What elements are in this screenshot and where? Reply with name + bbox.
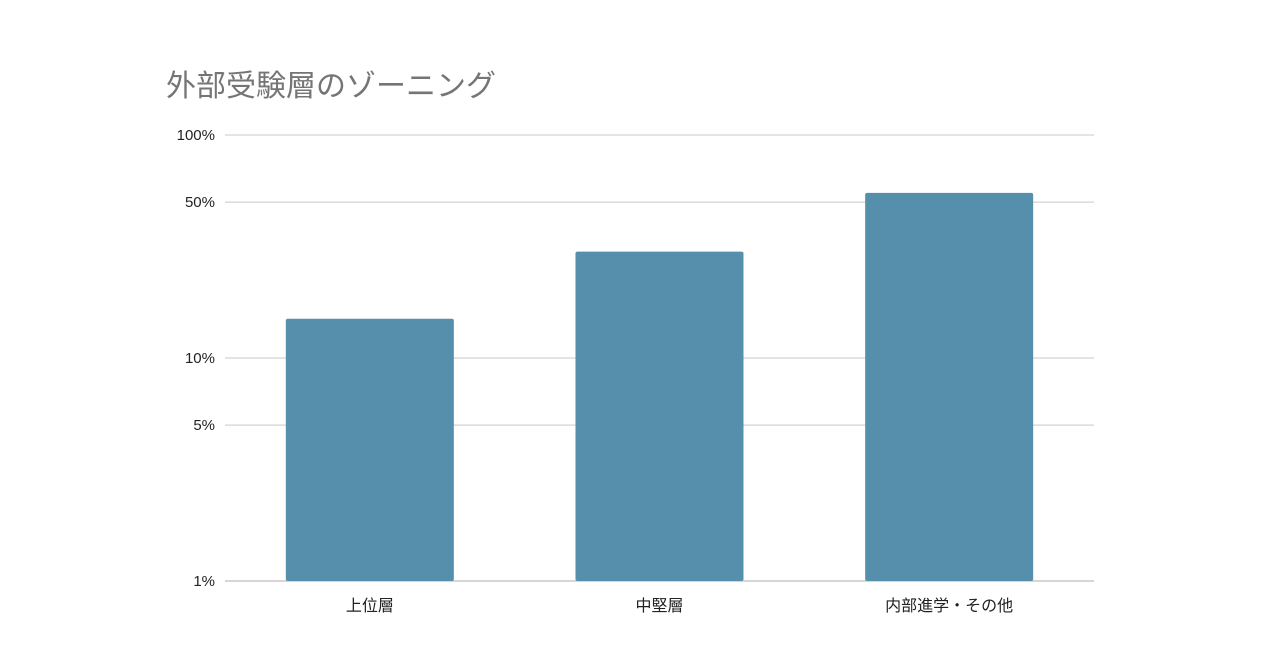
bar-3 — [865, 192, 1034, 582]
y-tick-label: 50% — [185, 194, 215, 211]
bars — [285, 192, 1034, 582]
x-tick-label: 中堅層 — [635, 596, 683, 615]
y-tick-label: 5% — [193, 417, 215, 434]
y-tick-label: 100% — [177, 127, 215, 144]
x-tick-label: 内部進学・その他 — [885, 596, 1013, 615]
y-tick-label: 10% — [185, 350, 215, 367]
y-tick-label: 1% — [193, 573, 215, 590]
x-tick-label: 上位層 — [346, 596, 394, 615]
y-axis-tick-labels: 1% 5% 10% 50% 100% — [177, 127, 215, 590]
x-axis-tick-labels: 上位層 中堅層 内部進学・その他 — [346, 596, 1013, 615]
bar-1 — [285, 318, 454, 581]
chart-title: 外部受験層のゾーニング — [166, 69, 496, 104]
bar-2 — [575, 251, 744, 581]
